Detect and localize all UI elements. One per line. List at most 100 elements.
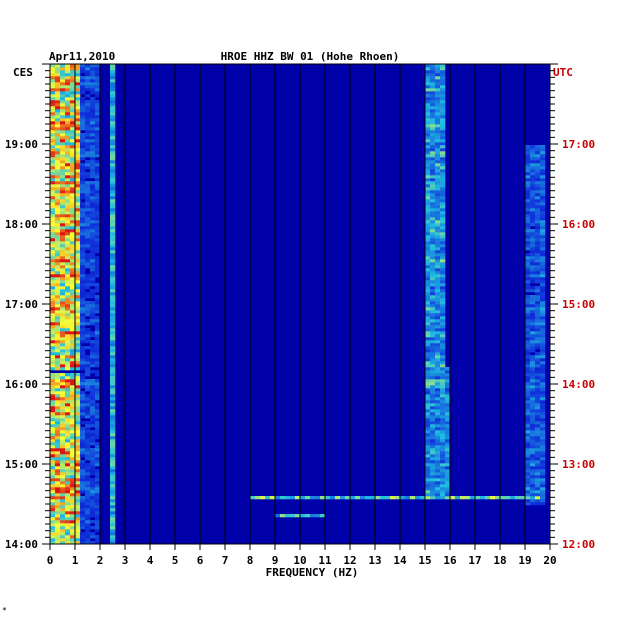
heatmap-cell <box>435 100 441 104</box>
heatmap-cell <box>80 499 86 503</box>
heatmap-cell <box>525 415 531 419</box>
heatmap-cell <box>85 502 91 506</box>
heatmap-cell <box>60 505 66 509</box>
heatmap-cell <box>535 322 541 326</box>
heatmap-cell <box>60 241 66 245</box>
heatmap-cell <box>75 445 81 449</box>
heatmap-cell <box>65 85 71 89</box>
heatmap-cell <box>535 166 541 170</box>
heatmap-cell <box>60 193 66 197</box>
heatmap-cell <box>85 139 91 143</box>
heatmap-cell <box>80 220 86 224</box>
heatmap-cell <box>60 406 66 410</box>
heatmap-cell <box>430 334 436 338</box>
heatmap-cell <box>430 340 436 344</box>
heatmap-cell <box>110 289 116 293</box>
heatmap-cell <box>540 205 546 209</box>
heatmap-cell <box>530 241 536 245</box>
heatmap-cell <box>435 127 441 131</box>
heatmap-cell <box>65 277 71 281</box>
heatmap-cell <box>60 397 66 401</box>
heatmap-cell <box>50 538 56 542</box>
heatmap-cell <box>65 532 71 536</box>
heatmap-cell <box>295 514 301 518</box>
heatmap-cell <box>540 379 546 383</box>
heatmap-cell <box>75 409 81 413</box>
heatmap-cell <box>440 250 446 254</box>
heatmap-cell <box>85 472 91 476</box>
heatmap-cell <box>525 154 531 158</box>
heatmap-cell <box>70 64 76 68</box>
heatmap-cell <box>50 208 56 212</box>
heatmap-cell <box>60 133 66 137</box>
heatmap-cell <box>445 436 451 440</box>
heatmap-cell <box>70 466 76 470</box>
heatmap-cell <box>85 304 91 308</box>
heatmap-cell <box>430 256 436 260</box>
heatmap-cell <box>55 172 61 176</box>
heatmap-cell <box>60 493 66 497</box>
heatmap-cell <box>535 379 541 383</box>
heatmap-cell <box>80 292 86 296</box>
heatmap-cell <box>75 307 81 311</box>
heatmap-cell <box>430 304 436 308</box>
heatmap-cell <box>80 316 86 320</box>
heatmap-cell <box>440 373 446 377</box>
heatmap-cell <box>110 223 116 227</box>
heatmap-cell <box>535 157 541 161</box>
heatmap-cell <box>50 337 56 341</box>
heatmap-cell <box>420 496 426 500</box>
heatmap-cell <box>55 121 61 125</box>
x-tick-label: 18 <box>493 554 506 567</box>
heatmap-cell <box>440 307 446 311</box>
heatmap-cell <box>430 232 436 236</box>
heatmap-cell <box>110 541 116 545</box>
x-tick-label: 11 <box>318 554 332 567</box>
heatmap-cell <box>540 226 546 230</box>
heatmap-cell <box>65 451 71 455</box>
heatmap-cell <box>535 268 541 272</box>
heatmap-cell <box>440 73 446 77</box>
heatmap-cell <box>55 196 61 200</box>
heatmap-cell <box>55 259 61 263</box>
heatmap-cell <box>365 496 371 500</box>
heatmap-cell <box>55 241 61 245</box>
heatmap-cell <box>530 457 536 461</box>
corner-mark: * <box>2 606 7 615</box>
heatmap-cell <box>440 274 446 278</box>
heatmap-cell <box>70 331 76 335</box>
heatmap-cell <box>110 184 116 188</box>
heatmap-cell <box>60 259 66 263</box>
heatmap-cell <box>425 277 431 281</box>
heatmap-cell <box>435 241 441 245</box>
heatmap-cell <box>80 397 86 401</box>
heatmap-cell <box>430 418 436 422</box>
heatmap-cell <box>70 142 76 146</box>
heatmap-cell <box>60 124 66 128</box>
heatmap-cell <box>425 394 431 398</box>
heatmap-cell <box>60 352 66 356</box>
heatmap-cell <box>495 496 501 500</box>
heatmap-cell <box>445 457 451 461</box>
heatmap-cell <box>430 376 436 380</box>
heatmap-cell <box>80 121 86 125</box>
heatmap-cell <box>75 226 81 230</box>
heatmap-cell <box>535 241 541 245</box>
heatmap-cell <box>110 424 116 428</box>
heatmap-cell <box>70 520 76 524</box>
heatmap-cell <box>55 475 61 479</box>
heatmap-cell <box>70 202 76 206</box>
heatmap-cell <box>60 445 66 449</box>
heatmap-cell <box>440 82 446 86</box>
heatmap-cell <box>525 391 531 395</box>
heatmap-cell <box>430 154 436 158</box>
heatmap-cell <box>90 370 96 374</box>
heatmap-cell <box>65 235 71 239</box>
heatmap-cell <box>530 160 536 164</box>
heatmap-cell <box>80 232 86 236</box>
heatmap-cell <box>425 205 431 209</box>
heatmap-cell <box>55 427 61 431</box>
heatmap-cell <box>425 349 431 353</box>
heatmap-cell <box>440 136 446 140</box>
heatmap-cell <box>70 277 76 281</box>
